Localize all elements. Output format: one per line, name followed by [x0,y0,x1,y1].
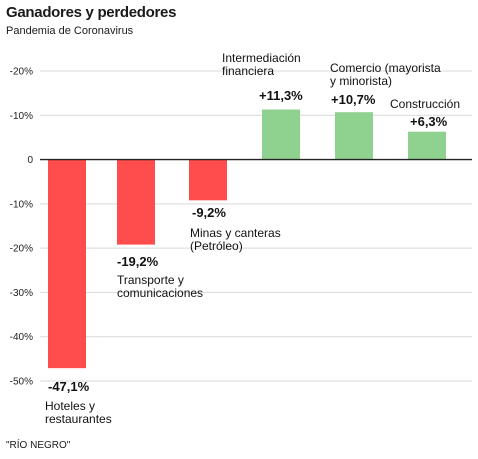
category-label: Minas y canteras (Petróleo) [190,226,281,253]
data-label: +11,3% [259,88,303,103]
bar [48,159,86,369]
category-label: Construcción [390,97,460,111]
category-label-line: Intermediación [222,51,301,65]
y-tick-label: -20% [10,67,33,78]
bar [408,131,446,160]
y-tick-label: -10% [10,199,33,210]
category-label-line: Transporte y [117,273,184,287]
category-label: Hoteles y restaurantes [45,399,112,426]
y-tick-label: -30% [10,288,33,299]
category-label-line: comunicaciones [117,286,203,300]
category-label-line: financiera [222,64,274,78]
category-label-line: (Petróleo) [190,239,243,253]
y-tick-label: 0 [27,155,33,166]
data-label: +10,7% [331,92,376,107]
data-label: -19,2% [117,254,159,269]
category-label-line: Hoteles y [45,399,95,413]
bar [189,159,227,201]
y-tick-label: -20% [10,244,33,255]
category-label-line: Comercio (mayorista [330,61,441,75]
data-label: -47,1% [48,379,90,394]
y-tick-label: -40% [10,332,33,343]
source-credit: "RÍO NEGRO" [6,440,71,451]
data-label: +6,3% [410,114,448,129]
data-label: -9,2% [192,205,226,220]
category-label-line: Minas y canteras [190,226,281,240]
category-label-line: restaurantes [45,412,112,426]
chart-title: Ganadores y perdedores [6,4,177,21]
category-label: Intermediación financiera [222,51,301,78]
y-tick-label: -50% [10,377,33,388]
bar [117,159,155,245]
category-label: Comercio (mayorista y minorista) [330,61,441,88]
chart-subtitle: Pandemia de Coronavirus [6,25,134,37]
bar [335,112,373,160]
category-label: Transporte y comunicaciones [117,273,203,300]
y-tick-label: -10% [10,111,33,122]
category-label-line: Construcción [390,97,460,111]
bar [262,109,300,160]
category-label-line: y minorista) [330,74,392,88]
